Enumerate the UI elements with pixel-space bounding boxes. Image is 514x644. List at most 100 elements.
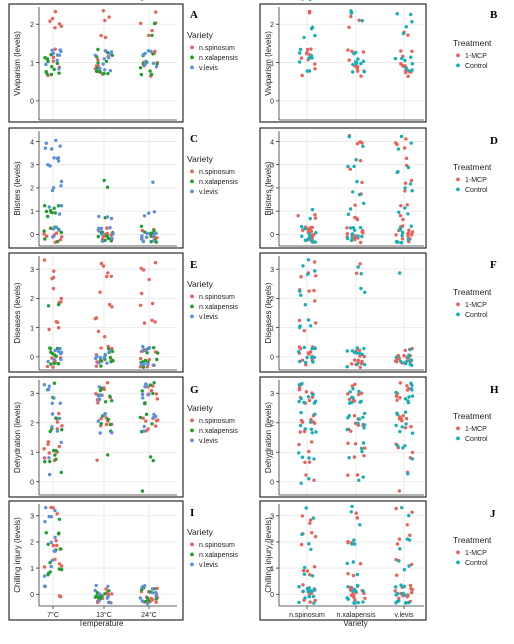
data-point bbox=[406, 33, 410, 37]
data-point bbox=[407, 564, 411, 568]
data-point bbox=[299, 396, 303, 401]
data-point bbox=[403, 348, 407, 353]
data-point bbox=[394, 557, 398, 562]
data-point bbox=[406, 212, 410, 216]
data-point bbox=[309, 420, 313, 424]
y-axis-label: Diseases (levels) bbox=[264, 282, 273, 343]
data-point bbox=[307, 235, 312, 239]
data-point bbox=[110, 349, 115, 354]
legend: Treatment 1-MCP Control bbox=[453, 162, 492, 194]
data-point bbox=[147, 211, 151, 215]
data-point bbox=[110, 305, 114, 309]
data-point bbox=[108, 52, 112, 56]
data-point bbox=[313, 213, 317, 217]
data-point bbox=[410, 20, 414, 24]
data-point bbox=[54, 320, 58, 324]
panel-f: 0 1 2 3 Diseases (levels) F Treatment 1-MCP Cont… bbox=[259, 252, 497, 373]
data-point bbox=[346, 539, 350, 544]
y-axis-label: Viviparism (levels) bbox=[13, 31, 22, 96]
data-point bbox=[406, 74, 410, 79]
y-tick-label: 4 bbox=[30, 139, 34, 146]
data-point bbox=[399, 241, 404, 245]
data-point bbox=[153, 261, 158, 265]
legend-entry: 1-MCP bbox=[465, 302, 487, 309]
data-point bbox=[314, 430, 318, 434]
data-point bbox=[50, 425, 54, 429]
data-point bbox=[301, 583, 305, 587]
y-tick-label: 3 bbox=[30, 162, 34, 169]
data-point bbox=[96, 329, 101, 334]
legend-marker bbox=[190, 418, 194, 423]
data-point bbox=[309, 547, 313, 552]
data-point bbox=[100, 239, 105, 243]
data-point bbox=[152, 210, 157, 214]
data-point bbox=[358, 262, 362, 266]
legend-marker bbox=[190, 169, 194, 174]
data-point bbox=[57, 71, 61, 75]
y-tick-label: 1 bbox=[30, 566, 34, 573]
data-point bbox=[305, 52, 309, 56]
data-point bbox=[350, 235, 354, 240]
data-point bbox=[357, 478, 361, 482]
data-point bbox=[298, 347, 303, 351]
data-point bbox=[350, 542, 354, 546]
data-point bbox=[345, 232, 349, 236]
data-point bbox=[48, 560, 52, 565]
data-point bbox=[140, 599, 144, 603]
data-point bbox=[352, 595, 356, 600]
data-point bbox=[42, 258, 47, 262]
data-point bbox=[312, 260, 317, 264]
data-point bbox=[46, 387, 51, 392]
data-point bbox=[398, 359, 403, 363]
data-point bbox=[47, 327, 51, 332]
data-point bbox=[345, 226, 349, 230]
data-point bbox=[314, 274, 318, 278]
data-point bbox=[395, 573, 399, 577]
data-point bbox=[42, 584, 47, 588]
data-point bbox=[48, 164, 52, 168]
data-point bbox=[59, 470, 63, 475]
data-point bbox=[57, 326, 61, 330]
data-point bbox=[57, 567, 61, 571]
data-point bbox=[300, 381, 304, 386]
data-point bbox=[363, 446, 367, 450]
data-point bbox=[104, 422, 109, 427]
data-point bbox=[352, 538, 356, 542]
data-point bbox=[311, 360, 315, 364]
data-point bbox=[409, 424, 413, 429]
data-point bbox=[110, 53, 115, 57]
data-point bbox=[307, 460, 312, 464]
y-tick-label: 3 bbox=[270, 267, 274, 274]
legend-entry: Control bbox=[465, 436, 488, 443]
data-point bbox=[410, 587, 415, 592]
data-point bbox=[149, 388, 154, 393]
series-v-levis bbox=[42, 382, 158, 477]
legend-entry: Control bbox=[465, 560, 488, 567]
data-point bbox=[60, 424, 64, 428]
data-point bbox=[408, 347, 412, 352]
data-point bbox=[404, 156, 409, 160]
data-point bbox=[107, 600, 112, 605]
data-point bbox=[396, 147, 401, 151]
data-point bbox=[400, 237, 405, 241]
data-point bbox=[52, 358, 56, 362]
legend-marker bbox=[456, 436, 460, 441]
legend: Variety n.spinosum n.xalapensis v.levis bbox=[187, 279, 238, 321]
data-point bbox=[141, 344, 145, 349]
data-point bbox=[145, 351, 149, 355]
data-point bbox=[154, 10, 158, 14]
data-point bbox=[409, 178, 414, 183]
data-point bbox=[47, 205, 51, 209]
data-point bbox=[350, 384, 355, 388]
data-point bbox=[138, 596, 143, 600]
legend: Variety n.spinosum n.xalapensis v.levis bbox=[187, 154, 238, 196]
data-point bbox=[305, 587, 309, 591]
data-point bbox=[138, 415, 143, 420]
data-point bbox=[352, 350, 357, 355]
data-point bbox=[303, 596, 307, 600]
data-point bbox=[350, 395, 354, 399]
data-point bbox=[403, 397, 408, 401]
data-point bbox=[148, 69, 152, 73]
data-point bbox=[107, 15, 111, 19]
data-point bbox=[299, 275, 303, 279]
